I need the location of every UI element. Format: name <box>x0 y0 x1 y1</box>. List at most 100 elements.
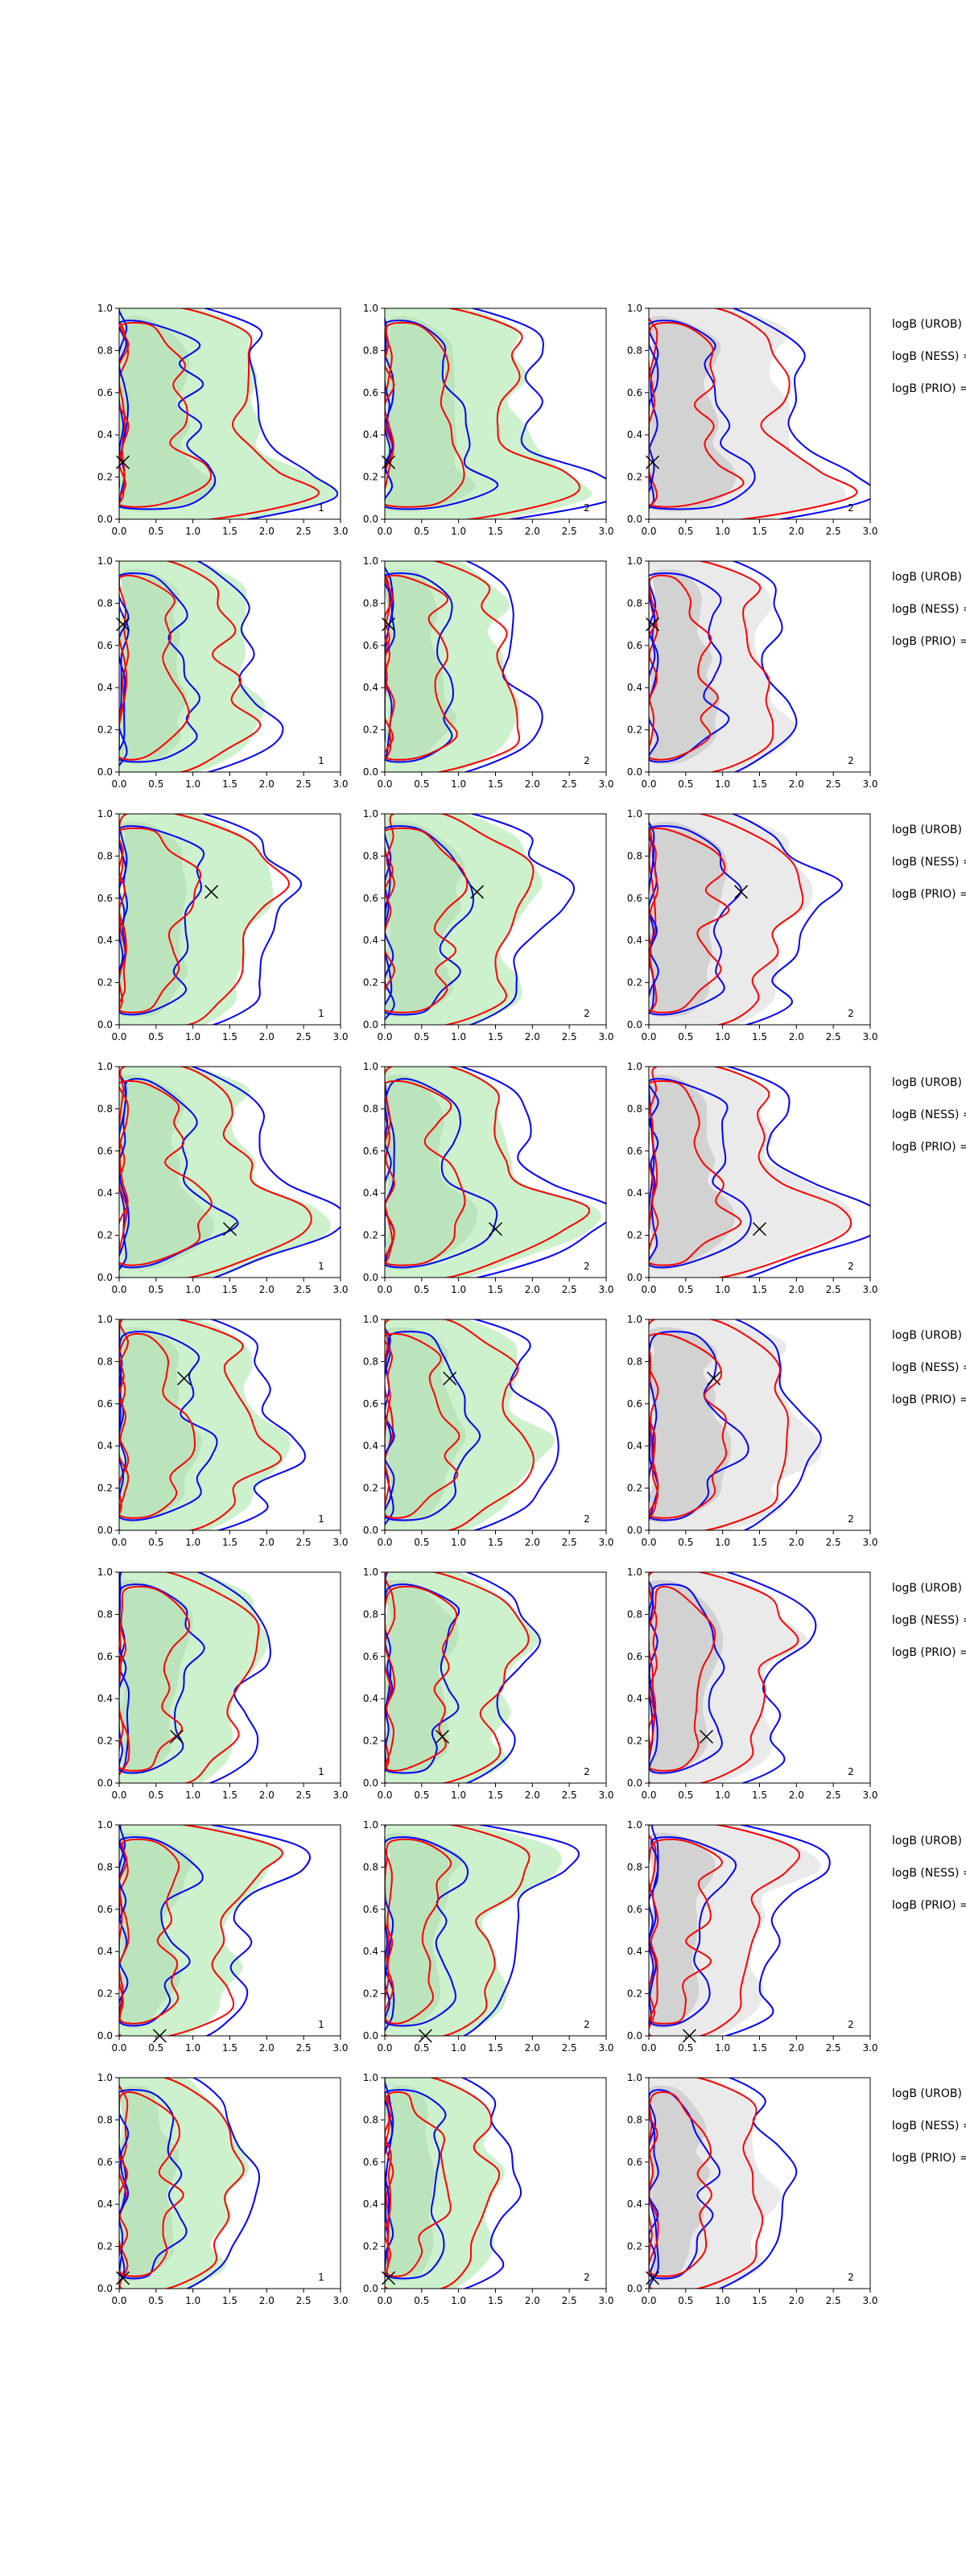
blue-outer-contour <box>385 1572 541 1783</box>
x-tick-label: 1.5 <box>222 1790 237 1801</box>
x-tick-label: 1.0 <box>715 778 730 790</box>
x-tick-label: 1.5 <box>488 1031 503 1042</box>
y-tick-label: 0.8 <box>363 597 378 609</box>
y-tick-label: 0.0 <box>97 1019 113 1030</box>
y-tick-label: 0.4 <box>97 2198 113 2210</box>
y-tick-label: 0.6 <box>627 893 642 904</box>
panel-number-label: 1 <box>318 2272 324 2283</box>
logB-label: logB (PRIO) = <box>892 382 966 395</box>
true-value-marker <box>646 617 660 632</box>
inner-density-region <box>385 1327 466 1523</box>
x-tick-label: 2.5 <box>826 1284 841 1295</box>
y-tick-label: 0.2 <box>97 724 113 736</box>
x-tick-label: 0.0 <box>377 526 392 537</box>
y-tick-label: 0.2 <box>363 472 378 483</box>
panel-r2-c2: 0.0 0.5 1.0 1.5 2.0 2.5 3.0 0.0 0.2 0.4 0.6 0.8 1.0 2 <box>363 555 614 790</box>
y-tick-label: 0.8 <box>363 2114 378 2125</box>
y-tick-label: 0.2 <box>97 1483 113 1494</box>
x-tick-label: 2.5 <box>296 1284 312 1295</box>
y-tick-label: 0.0 <box>627 1525 642 1536</box>
red-inner-contour <box>649 1332 728 1519</box>
x-tick-label: 0.0 <box>111 778 126 790</box>
blue-inner-contour <box>119 1078 239 1269</box>
blue-inner-contour <box>385 1078 498 1269</box>
panel-r2-c3: 0.0 0.5 1.0 1.5 2.0 2.5 3.0 0.0 0.2 0.4 0.6 0.8 1.0 2 <box>627 555 878 790</box>
y-tick-label: 1.0 <box>363 1819 378 1831</box>
y-tick-label: 1.0 <box>627 1567 642 1578</box>
x-tick-label: 2.0 <box>789 2042 804 2054</box>
panel-r7-c1: 0.0 0.5 1.0 1.5 2.0 2.5 3.0 0.0 0.2 0.4 0.6 0.8 1.0 1 <box>97 1819 349 2054</box>
y-tick-label: 0.4 <box>627 1946 642 1957</box>
row-7: 0.0 0.5 1.0 1.5 2.0 2.5 3.0 0.0 0.2 0.4 0.6 0.8 1.0 1… <box>97 1819 966 2054</box>
x-tick-label: 2.5 <box>562 526 577 537</box>
logB-label: logB (NESS) = <box>892 603 966 616</box>
y-tick-label: 0.8 <box>97 2114 113 2125</box>
x-tick-label: 2.0 <box>525 1537 540 1548</box>
x-tick-label: 3.0 <box>598 1790 613 1801</box>
x-tick-label: 1.0 <box>185 1790 200 1801</box>
x-tick-label: 1.5 <box>222 1284 237 1295</box>
blue-inner-contour <box>119 1583 205 1774</box>
x-tick-label: 2.0 <box>259 778 275 790</box>
x-tick-label: 0.5 <box>148 1790 163 1801</box>
inner-density-region <box>649 1579 724 1776</box>
panel-r8-c3: 0.0 0.5 1.0 1.5 2.0 2.5 3.0 0.0 0.2 0.4 0.6 0.8 1.0 2 <box>627 2072 878 2306</box>
x-tick-label: 0.5 <box>414 526 429 537</box>
x-tick-label: 1.0 <box>451 526 466 537</box>
x-tick-label: 0.5 <box>148 1537 163 1548</box>
x-tick-label: 1.5 <box>222 778 237 790</box>
true-value-marker <box>443 1371 457 1385</box>
logB-label: logB (PRIO) = <box>892 1141 966 1154</box>
logB-label: logB (NESS) = <box>892 856 966 869</box>
y-tick-label: 0.0 <box>97 1777 113 1789</box>
x-tick-label: 1.0 <box>715 1790 730 1801</box>
x-tick-label: 1.5 <box>222 1537 237 1548</box>
x-tick-label: 1.5 <box>222 2295 237 2306</box>
inner-density-region <box>649 821 729 1018</box>
red-inner-contour <box>385 574 458 761</box>
panel-r5-c3: 0.0 0.5 1.0 1.5 2.0 2.5 3.0 0.0 0.2 0.4 0.6 0.8 1.0 2 <box>627 1314 878 1548</box>
x-tick-label: 1.5 <box>752 778 767 790</box>
x-tick-label: 0.5 <box>678 1537 693 1548</box>
panel-number-label: 2 <box>584 1766 590 1777</box>
red-inner-contour <box>119 1838 180 2025</box>
x-tick-label: 3.0 <box>332 2042 348 2054</box>
x-tick-label: 2.5 <box>562 778 577 790</box>
x-tick-label: 1.0 <box>451 1284 466 1295</box>
panel-r5-c2: 0.0 0.5 1.0 1.5 2.0 2.5 3.0 0.0 0.2 0.4 0.6 0.8 1.0 2 <box>363 1314 614 1548</box>
y-tick-label: 0.2 <box>627 724 642 736</box>
y-tick-label: 0.0 <box>627 1019 642 1030</box>
y-tick-label: 0.2 <box>627 1736 642 1747</box>
y-tick-label: 0.2 <box>363 1988 378 2000</box>
x-tick-label: 0.0 <box>111 1790 126 1801</box>
y-tick-label: 1.0 <box>627 2072 642 2083</box>
x-tick-label: 2.0 <box>789 2295 804 2306</box>
y-tick-label: 0.0 <box>627 2283 642 2294</box>
x-tick-label: 1.5 <box>488 1537 503 1548</box>
red-inner-contour <box>119 574 190 761</box>
x-tick-label: 2.0 <box>789 1284 804 1295</box>
y-tick-label: 0.6 <box>627 1904 642 1915</box>
blue-outer-contour <box>385 308 606 519</box>
y-tick-label: 1.0 <box>627 808 642 819</box>
x-tick-label: 3.0 <box>332 1031 348 1042</box>
x-tick-label: 1.0 <box>451 2042 466 2054</box>
panel-r6-c3: 0.0 0.5 1.0 1.5 2.0 2.5 3.0 0.0 0.2 0.4 0.6 0.8 1.0 2 <box>627 1567 878 1801</box>
panel-number-label: 2 <box>848 1261 854 1272</box>
blue-outer-contour <box>649 1319 822 1530</box>
x-tick-label: 3.0 <box>598 1537 613 1548</box>
y-tick-label: 0.6 <box>363 1398 378 1410</box>
panel-number-label: 1 <box>318 2019 324 2030</box>
red-inner-contour <box>119 1332 196 1519</box>
y-tick-label: 0.2 <box>627 1230 642 1241</box>
x-tick-label: 2.5 <box>826 1537 841 1548</box>
inner-density-region <box>385 821 465 1018</box>
x-tick-label: 2.5 <box>562 2295 577 2306</box>
y-tick-label: 1.0 <box>97 1314 113 1325</box>
y-tick-label: 0.6 <box>97 1398 113 1410</box>
logB-label: logB (PRIO) = <box>892 635 966 648</box>
x-tick-label: 3.0 <box>598 778 613 790</box>
blue-outer-contour <box>119 1067 341 1278</box>
panel-r5-c1: 0.0 0.5 1.0 1.5 2.0 2.5 3.0 0.0 0.2 0.4 0.6 0.8 1.0 1 <box>97 1314 349 1548</box>
y-tick-label: 0.0 <box>627 1272 642 1283</box>
